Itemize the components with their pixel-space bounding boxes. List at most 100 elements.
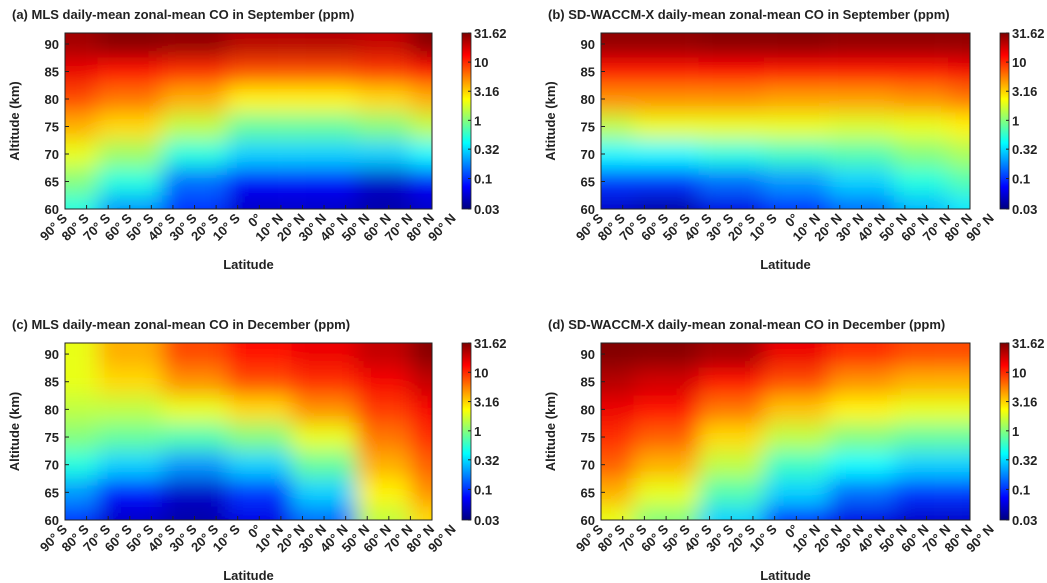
field-cell xyxy=(65,33,98,58)
field-cell xyxy=(633,112,699,141)
x-axis-label: Latitude xyxy=(223,568,274,583)
field-cell xyxy=(894,367,949,396)
plot-frame xyxy=(600,342,971,521)
field-cell xyxy=(698,85,764,113)
field-cell xyxy=(633,478,699,507)
colorbar-tick-label: 0.32 xyxy=(474,142,499,157)
panel-title: (a) MLS daily-mean zonal-mean CO in Sept… xyxy=(12,7,354,22)
field-cell xyxy=(97,423,163,451)
colorbar-tick-label: 0.32 xyxy=(474,453,499,468)
field-cell xyxy=(226,167,292,196)
field-cell xyxy=(601,478,634,507)
field-cell xyxy=(356,478,411,507)
colorbar-tick-label: 1 xyxy=(474,424,481,439)
field-cell xyxy=(356,195,411,209)
field-cell xyxy=(97,112,163,141)
field-cell xyxy=(65,506,98,520)
field-cell xyxy=(601,167,634,196)
field-cell xyxy=(633,450,699,479)
field-cell xyxy=(291,478,357,507)
field-cell xyxy=(97,506,163,520)
field-cell xyxy=(763,423,829,451)
y-tick-label: 65 xyxy=(581,175,595,190)
field-cell xyxy=(948,450,970,479)
field-cell xyxy=(356,367,411,396)
field-cell xyxy=(356,395,411,424)
field-cell xyxy=(410,450,432,479)
field-cell xyxy=(97,478,163,507)
field-cell xyxy=(356,343,411,368)
field-cell xyxy=(763,195,829,209)
panel-title: (c) MLS daily-mean zonal-mean CO in Dece… xyxy=(12,317,350,332)
field-cell xyxy=(698,506,764,520)
field-cell xyxy=(948,85,970,113)
field-cell xyxy=(948,195,970,209)
field-cell xyxy=(410,85,432,113)
field-cells xyxy=(65,33,432,209)
y-tick-label: 80 xyxy=(581,402,595,417)
field-cell xyxy=(356,140,411,168)
field-cell xyxy=(65,140,98,168)
y-tick-label: 70 xyxy=(581,458,595,473)
field-cell xyxy=(763,395,829,424)
field-cell xyxy=(763,112,829,141)
y-axis-label: Altitude (km) xyxy=(7,81,22,160)
field-cell xyxy=(601,450,634,479)
field-cell xyxy=(162,395,227,424)
field-cell xyxy=(948,33,970,58)
field-cell xyxy=(226,57,292,86)
field-cell xyxy=(65,167,98,196)
colorbar-tick-label: 1 xyxy=(1012,424,1019,439)
field-cell xyxy=(162,33,227,58)
y-tick-label: 60 xyxy=(581,202,595,217)
field-cell xyxy=(601,395,634,424)
field-cell xyxy=(948,506,970,520)
field-cell xyxy=(226,33,292,58)
field-cell xyxy=(356,506,411,520)
panel: (d) SD-WACCM-X daily-mean zonal-mean CO … xyxy=(543,317,1045,583)
field-cell xyxy=(162,140,227,168)
field-cell xyxy=(948,140,970,168)
field-cell xyxy=(828,478,895,507)
field-cell xyxy=(356,33,411,58)
field-cell xyxy=(291,57,357,86)
field-cell xyxy=(698,343,764,368)
field-cell xyxy=(828,195,895,209)
field-cell xyxy=(291,423,357,451)
y-tick-label: 65 xyxy=(45,485,59,500)
y-axis-label: Altitude (km) xyxy=(543,392,558,471)
field-cell xyxy=(410,112,432,141)
field-cell xyxy=(162,112,227,141)
field-cell xyxy=(894,167,949,196)
field-cell xyxy=(828,423,895,451)
field-cell xyxy=(763,506,829,520)
panel: (b) SD-WACCM-X daily-mean zonal-mean CO … xyxy=(543,7,1045,272)
colorbar-tick-label: 3.16 xyxy=(1012,395,1037,410)
colorbar xyxy=(999,342,1010,521)
colorbar-tick-label: 1 xyxy=(474,113,481,128)
colorbar-tick-label: 3.16 xyxy=(474,84,499,99)
field-cell xyxy=(226,140,292,168)
y-tick-label: 60 xyxy=(45,202,59,217)
y-tick-label: 90 xyxy=(45,37,59,52)
field-cell xyxy=(948,57,970,86)
colorbar-tick-label: 3.16 xyxy=(474,395,499,410)
field xyxy=(65,343,432,520)
field-cell xyxy=(65,478,98,507)
colorbar-tick-label: 10 xyxy=(474,365,488,380)
y-tick-label: 85 xyxy=(45,375,59,390)
field-cell xyxy=(633,195,699,209)
field-cell xyxy=(763,33,829,58)
field-cell xyxy=(894,506,949,520)
y-tick-label: 85 xyxy=(581,375,595,390)
field-cell xyxy=(162,343,227,368)
field-cell xyxy=(162,195,227,209)
y-tick-label: 75 xyxy=(45,120,59,135)
colorbar-tick-label: 0.03 xyxy=(1012,202,1037,217)
field-cell xyxy=(97,140,163,168)
field-cell xyxy=(698,140,764,168)
field-cell xyxy=(97,85,163,113)
field-cell xyxy=(894,33,949,58)
field-cell xyxy=(226,478,292,507)
colorbar-tick-label: 10 xyxy=(474,55,488,70)
